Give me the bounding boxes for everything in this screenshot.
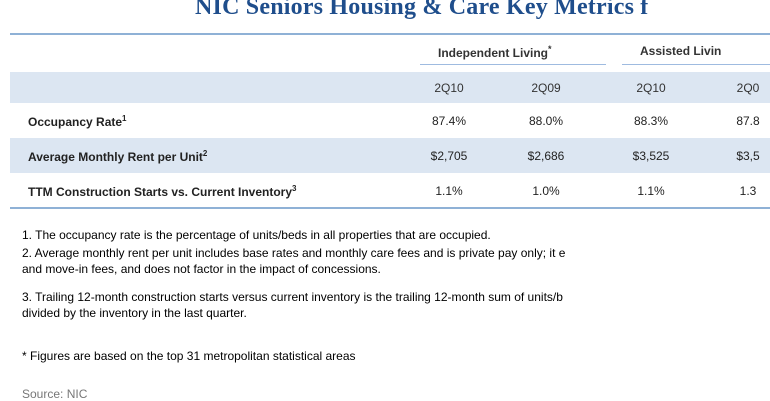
row-label-text: Average Monthly Rent per Unit: [28, 150, 203, 164]
period-header-band: [10, 72, 770, 103]
table-cell: $2,686: [527, 149, 565, 163]
table-bottom-border: [10, 207, 770, 209]
table-cell: 1.3: [739, 184, 757, 198]
column-header-2q10-assisted: 2Q10: [636, 81, 666, 95]
table-cell: 88.0%: [528, 114, 564, 128]
group-label-independent-living: Independent Living: [438, 46, 548, 60]
table-cell: $3,5: [736, 149, 760, 163]
footnote-3: 3. Trailing 12-month construction starts…: [22, 290, 563, 304]
title-divider: [10, 33, 770, 35]
footnote-1: 1. The occupancy rate is the percentage …: [22, 228, 491, 242]
table-cell: 87.8: [736, 114, 760, 128]
source-credit: Source: NIC: [22, 387, 88, 401]
group-header-assisted-living: Assisted Livin: [640, 44, 722, 58]
table-cell: 87.4%: [431, 114, 467, 128]
column-header-2q10-independent: 2Q10: [434, 81, 464, 95]
table-cell: 1.0%: [532, 184, 560, 198]
table-cell: 1.1%: [435, 184, 463, 198]
footnote-2: 2. Average monthly rent per unit include…: [22, 246, 566, 260]
footnote-2-continued: and move-in fees, and does not factor in…: [22, 262, 381, 276]
column-header-2q09-assisted: 2Q0: [736, 81, 760, 95]
table-row: Occupancy Rate1 87.4% 88.0% 88.3% 87.8: [10, 103, 770, 138]
row-footnote-mark: 1: [122, 114, 127, 123]
group-underline-independent-living: [420, 64, 606, 65]
table-cell: $3,525: [632, 149, 670, 163]
table-row: Average Monthly Rent per Unit2 $2,705 $2…: [10, 138, 770, 173]
group-underline-assisted-living: [622, 64, 770, 65]
row-label-average-monthly-rent: Average Monthly Rent per Unit2: [28, 149, 207, 164]
row-label-text: Occupancy Rate: [28, 115, 123, 129]
row-footnote-mark: 2: [202, 149, 208, 158]
column-header-2q09-independent: 2Q09: [531, 81, 561, 95]
table-row: TTM Construction Starts vs. Current Inve…: [10, 173, 770, 208]
row-label-occupancy-rate: Occupancy Rate1: [28, 114, 127, 129]
row-label-construction-starts: TTM Construction Starts vs. Current Inve…: [28, 184, 296, 199]
row-footnote-mark: 3: [292, 184, 297, 193]
table-cell: 88.3%: [633, 114, 669, 128]
group-header-independent-living: Independent Living*: [438, 44, 552, 60]
row-label-text: TTM Construction Starts vs. Current Inve…: [28, 185, 293, 199]
report-title: NIC Seniors Housing & Care Key Metrics f: [195, 0, 649, 20]
footnote-star: * Figures are based on the top 31 metrop…: [22, 349, 356, 363]
table-cell: $2,705: [430, 149, 468, 163]
footnote-3-continued: divided by the inventory in the last qua…: [22, 306, 247, 320]
group-footnote-mark: *: [548, 44, 552, 54]
table-cell: 1.1%: [637, 184, 665, 198]
